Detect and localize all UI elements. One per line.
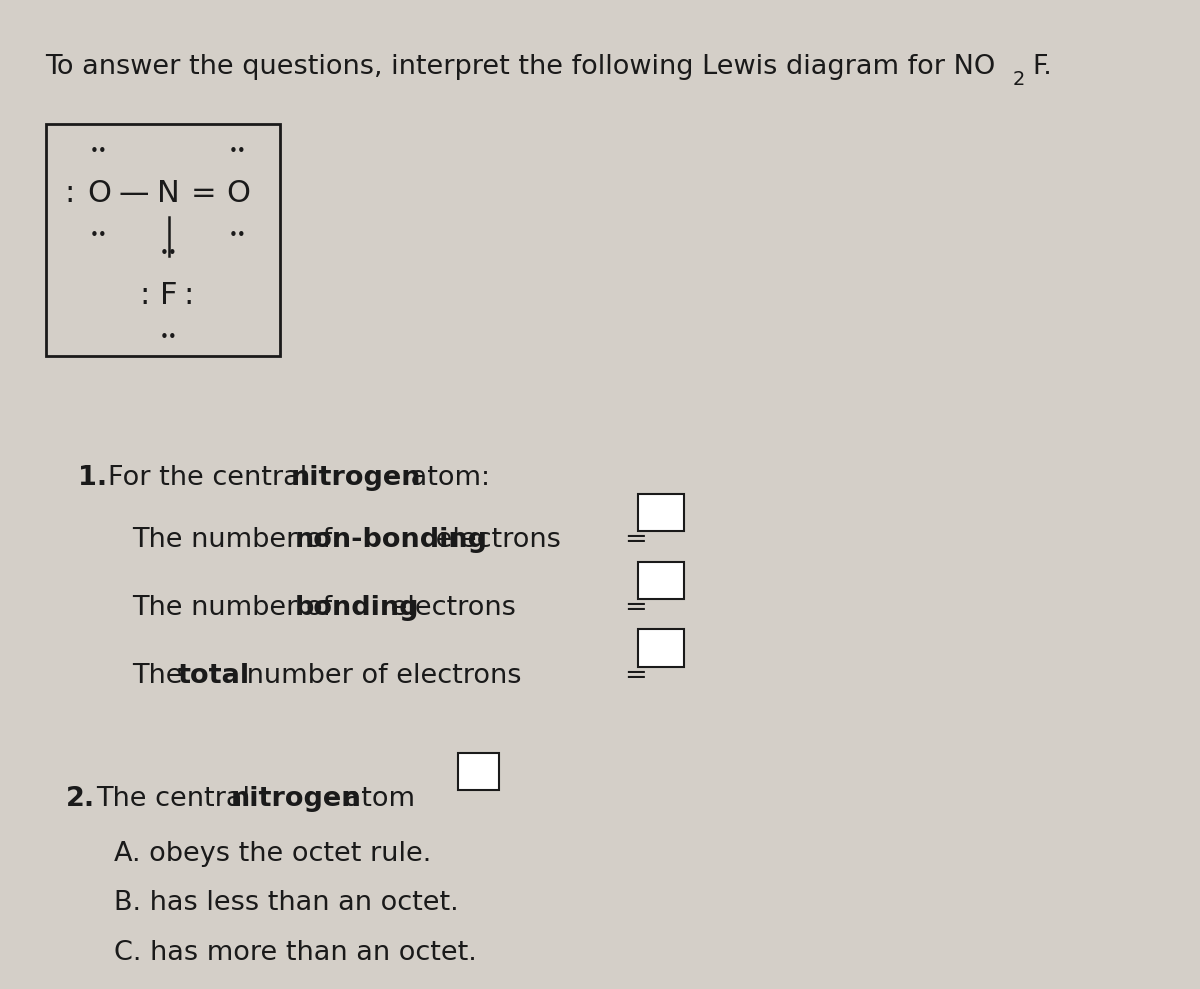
Text: O: O: [88, 179, 112, 208]
Text: ••: ••: [90, 144, 108, 159]
Text: =: =: [624, 527, 647, 553]
Text: F.: F.: [1032, 54, 1051, 80]
Text: ••: ••: [160, 330, 178, 345]
Text: electrons: electrons: [382, 595, 516, 621]
Text: :: :: [139, 281, 150, 311]
Text: :: :: [184, 281, 193, 311]
Text: A. obeys the octet rule.: A. obeys the octet rule.: [114, 841, 431, 866]
Text: nitrogen: nitrogen: [290, 465, 421, 491]
Text: ••: ••: [160, 246, 178, 261]
Text: :: :: [65, 179, 74, 208]
Bar: [638, 562, 684, 599]
Text: nitrogen: nitrogen: [230, 786, 361, 812]
Text: ••: ••: [90, 227, 108, 242]
Text: The: The: [132, 663, 191, 688]
Text: ••: ••: [229, 227, 247, 242]
Bar: [638, 494, 684, 531]
Text: For the central: For the central: [108, 465, 316, 491]
Text: The central: The central: [96, 786, 259, 812]
Text: 1.: 1.: [78, 465, 107, 491]
Text: atom: atom: [336, 786, 415, 812]
Bar: [638, 629, 684, 667]
Text: electrons: electrons: [427, 527, 562, 553]
Text: =: =: [191, 179, 216, 208]
Text: B. has less than an octet.: B. has less than an octet.: [114, 890, 458, 916]
Text: O: O: [226, 179, 250, 208]
Text: total: total: [178, 663, 250, 688]
Text: The number of: The number of: [132, 527, 341, 553]
Text: =: =: [624, 595, 647, 621]
Text: 2: 2: [1013, 70, 1025, 89]
Text: =: =: [624, 663, 647, 688]
Text: bonding: bonding: [295, 595, 420, 621]
Text: 2.: 2.: [66, 786, 95, 812]
Text: To answer the questions, interpret the following Lewis diagram for NO: To answer the questions, interpret the f…: [46, 54, 996, 80]
Text: non-bonding: non-bonding: [295, 527, 488, 553]
Text: —: —: [119, 179, 149, 208]
Text: number of electrons: number of electrons: [238, 663, 521, 688]
Text: atom:: atom:: [402, 465, 490, 491]
Text: The number of: The number of: [132, 595, 341, 621]
Text: F: F: [160, 281, 178, 311]
Text: ••: ••: [229, 144, 247, 159]
Bar: [46, 124, 280, 356]
Text: N: N: [157, 179, 180, 208]
Bar: [458, 753, 499, 790]
Text: C. has more than an octet.: C. has more than an octet.: [114, 940, 476, 965]
